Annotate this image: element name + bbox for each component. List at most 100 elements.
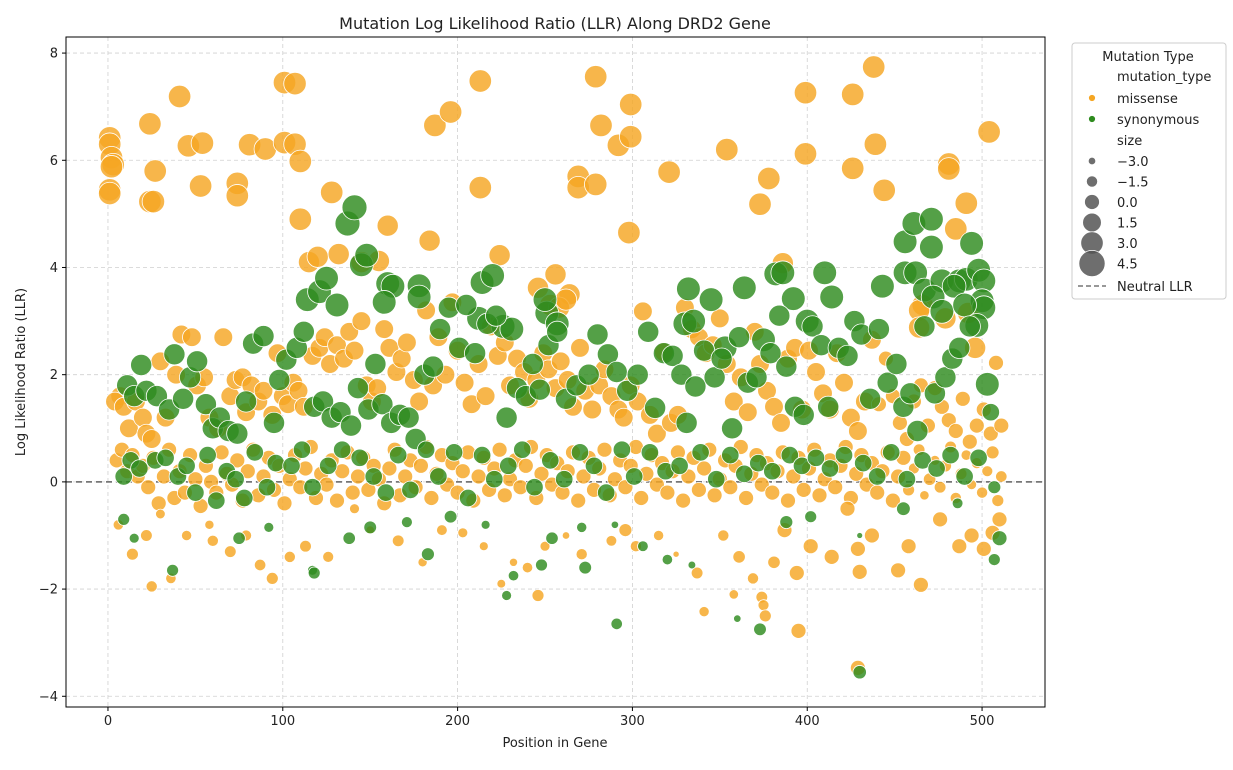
point-missense <box>788 565 805 581</box>
point-missense <box>299 539 312 553</box>
point-synonymous <box>186 350 209 373</box>
x-tick-label: 300 <box>620 714 645 729</box>
point-missense <box>320 180 344 205</box>
point-missense <box>790 623 807 639</box>
point-missense <box>561 531 571 540</box>
point-missense <box>757 599 770 612</box>
point-synonymous <box>525 478 544 497</box>
point-synonymous <box>458 488 478 508</box>
legend-synonymous-marker <box>1088 115 1096 123</box>
point-missense <box>841 82 865 107</box>
point-missense <box>619 125 643 149</box>
point-missense <box>468 175 492 200</box>
point-missense <box>412 457 429 474</box>
point-synonymous <box>400 516 413 528</box>
x-axis-label: Position in Gene <box>502 736 607 751</box>
point-missense <box>795 481 812 498</box>
point-missense <box>758 609 772 623</box>
point-synonymous <box>882 443 901 462</box>
point-synonymous <box>991 530 1008 547</box>
point-synonymous <box>406 284 432 310</box>
plot-frame <box>65 36 1046 708</box>
point-missense <box>753 476 770 493</box>
point-synonymous <box>852 665 867 680</box>
point-missense <box>968 417 985 434</box>
point-missense <box>913 576 929 593</box>
point-missense <box>617 220 641 245</box>
point-missense <box>864 527 880 544</box>
legend-missense-marker <box>1088 94 1096 102</box>
point-missense <box>802 538 819 555</box>
point-missense <box>224 545 237 558</box>
y-tick-label: 6 <box>50 154 58 169</box>
point-missense <box>454 372 475 393</box>
legend-size-label: 1.5 <box>1117 217 1138 232</box>
point-synonymous <box>501 590 513 601</box>
point-synonymous <box>804 510 818 524</box>
point-synonymous <box>156 448 175 467</box>
point-synonymous <box>226 470 245 489</box>
point-missense <box>706 487 723 504</box>
point-missense <box>806 362 826 382</box>
data-points <box>98 55 1010 680</box>
point-synonymous <box>401 480 420 500</box>
point-synonymous <box>586 323 609 346</box>
point-missense <box>344 340 365 361</box>
point-synonymous <box>307 566 321 580</box>
point-missense <box>143 159 167 183</box>
point-synonymous <box>626 363 649 386</box>
point-missense <box>672 550 680 558</box>
point-missense <box>793 142 818 166</box>
point-missense <box>619 92 643 117</box>
point-missense <box>229 452 246 469</box>
point-synonymous <box>691 443 710 462</box>
point-missense <box>715 137 739 162</box>
point-missense <box>850 541 866 557</box>
point-missense <box>947 423 964 439</box>
point-missense <box>933 480 947 494</box>
point-missense <box>344 484 361 501</box>
point-missense <box>885 492 901 509</box>
point-synonymous <box>282 456 301 475</box>
point-missense <box>605 535 618 547</box>
point-synonymous <box>584 456 604 475</box>
point-synonymous <box>927 459 946 478</box>
point-missense <box>717 529 730 542</box>
point-missense <box>418 229 441 252</box>
point-synonymous <box>721 445 740 465</box>
point-synonymous <box>443 509 458 524</box>
point-synonymous <box>952 292 977 318</box>
x-tick-label: 200 <box>445 714 470 729</box>
point-synonymous <box>819 284 844 310</box>
point-synonymous <box>780 445 799 465</box>
point-synonymous <box>342 531 356 545</box>
point-missense <box>633 301 653 322</box>
point-synonymous <box>207 491 226 510</box>
point-missense <box>182 327 202 347</box>
point-missense <box>811 487 828 504</box>
point-synonymous <box>948 336 971 359</box>
point-missense <box>937 157 961 181</box>
point-missense <box>539 540 551 552</box>
point-missense <box>533 465 550 482</box>
point-missense <box>283 71 307 96</box>
point-synonymous <box>941 445 960 465</box>
point-synonymous <box>687 560 697 570</box>
point-synonymous <box>781 286 806 311</box>
point-synonymous <box>376 483 396 502</box>
point-synonymous <box>834 445 854 465</box>
point-synonymous <box>745 366 768 389</box>
point-missense <box>698 606 710 618</box>
point-synonymous <box>975 372 1000 397</box>
point-synonymous <box>610 520 620 529</box>
point-synonymous <box>532 287 558 312</box>
point-missense <box>827 479 844 496</box>
point-missense <box>436 524 448 536</box>
point-missense <box>475 386 496 406</box>
legend-size-label: 4.5 <box>1117 258 1138 273</box>
point-missense <box>633 490 650 506</box>
point-missense <box>575 468 592 485</box>
point-missense <box>771 413 791 433</box>
legend-size-marker <box>1082 212 1102 233</box>
